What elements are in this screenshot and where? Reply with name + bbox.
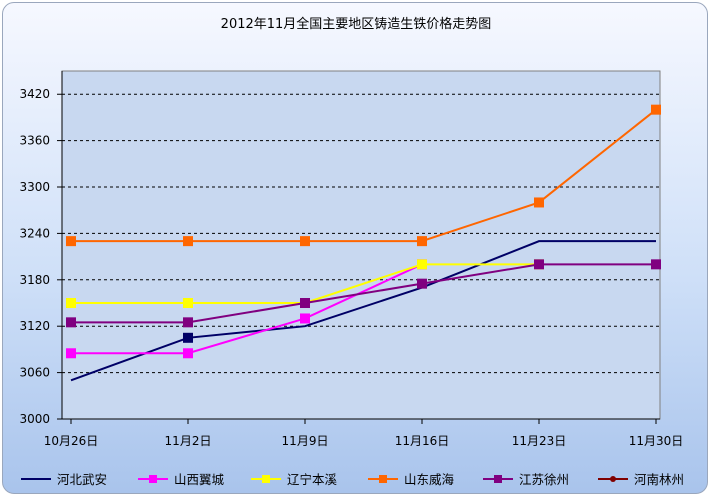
legend-label: 江苏徐州 (519, 472, 569, 487)
gridlines (62, 93, 660, 374)
data-point (66, 236, 76, 247)
data-point (300, 313, 310, 324)
x-tick-label: 11月16日 (395, 434, 450, 448)
legend-label: 河北武安 (57, 472, 107, 487)
y-tick-label: 3360 (19, 134, 50, 148)
legend-item: 山西翼城 (138, 472, 225, 487)
data-point (183, 298, 193, 308)
legend-marker (610, 476, 616, 482)
y-tick-label: 3180 (19, 273, 50, 287)
axes: 3000 3060 3120 3180 3240 3300 3360 3420 10月26日 11… (19, 71, 683, 448)
data-point (183, 236, 193, 247)
data-point (417, 236, 427, 247)
series-0 (70, 240, 656, 382)
data-point (183, 332, 193, 343)
chart-title: 2012年11月全国主要地区铸造生铁价格走势图 (221, 16, 492, 32)
series-line (71, 263, 423, 355)
chart-canvas: 2012年11月全国主要地区铸造生铁价格走势图 3000 3060 3120 3180… (19, 16, 684, 487)
data-point (183, 348, 193, 359)
legend-item: 河北武安 (21, 472, 107, 487)
series-line (71, 263, 656, 324)
legend-item: 江苏徐州 (483, 472, 569, 487)
x-tick-label: 11月23日 (512, 434, 567, 448)
data-point (417, 278, 427, 289)
legend-label: 山西翼城 (174, 472, 225, 487)
x-tick-label: 10月26日 (44, 434, 99, 448)
series-group (66, 104, 661, 382)
series-4 (66, 259, 661, 328)
x-tick-label: 11月9日 (282, 434, 329, 448)
y-tick-label: 3240 (19, 226, 50, 240)
legend-marker (149, 475, 157, 483)
data-point (300, 236, 310, 247)
legend-marker (379, 475, 387, 483)
x-tick-label: 11月2日 (165, 434, 212, 448)
legend-marker (494, 475, 502, 483)
legend-label: 山东威海 (404, 472, 455, 487)
data-point (651, 259, 661, 270)
y-tick-label: 3300 (19, 180, 50, 194)
y-tick-label: 3000 (19, 412, 50, 426)
data-point (66, 317, 76, 328)
x-tick-label: 11月30日 (629, 434, 684, 448)
data-point (534, 259, 544, 270)
data-point (66, 348, 76, 359)
data-point (417, 259, 427, 270)
legend-label: 河南林州 (634, 472, 684, 487)
y-tick-label: 3420 (19, 87, 50, 101)
data-point (300, 298, 310, 308)
y-tick-label: 3060 (19, 366, 50, 380)
legend-item: 河南林州 (598, 472, 684, 487)
data-point (534, 197, 544, 208)
series-3 (66, 104, 661, 247)
chart-frame: 2012年11月全国主要地区铸造生铁价格走势图 3000 3060 3120 3180… (2, 2, 708, 494)
series-line (71, 108, 657, 243)
series-line (70, 240, 656, 382)
legend-label: 辽宁本溪 (287, 472, 338, 487)
data-point (651, 104, 661, 115)
legend-item: 辽宁本溪 (251, 472, 338, 487)
y-tick-label: 3120 (19, 319, 50, 333)
data-point (66, 298, 76, 308)
plot-area (61, 70, 661, 420)
legend: 河北武安 山西翼城 辽宁本溪 山东威海 江苏徐州 河南林州 (21, 472, 684, 487)
data-point (183, 317, 193, 328)
legend-marker (262, 475, 270, 483)
legend-item: 山东威海 (368, 472, 455, 487)
